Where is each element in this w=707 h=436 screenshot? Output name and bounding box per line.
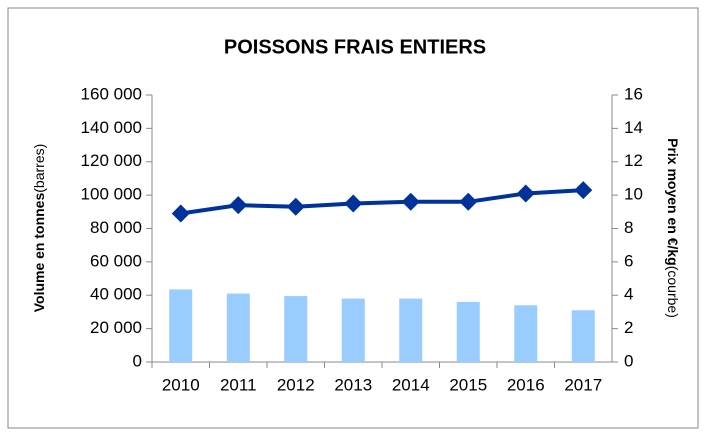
y-tick-label: 0 [133,351,142,370]
bar [226,293,250,362]
x-tick-label: 2017 [564,375,602,394]
x-tick-label: 2011 [220,375,257,394]
y2-tick-label: 4 [624,285,633,304]
line-marker [286,197,305,216]
line-marker [459,192,478,211]
bar [514,305,538,362]
y2-tick-label: 10 [624,185,643,204]
y2-axis-label-note: (courbe) [665,266,681,318]
x-tick-label: 2013 [334,375,372,394]
y2-axis-label: Prix moyen en €/kg(courbe) [665,138,681,318]
line-marker [229,196,248,215]
line-marker [171,204,190,223]
bar [169,289,193,362]
x-tick-label: 2015 [449,375,487,394]
bar [284,296,308,362]
y2-tick-label: 8 [624,218,633,237]
bar [341,298,365,362]
bar [456,301,480,362]
y-tick-label: 60 000 [90,251,142,270]
y-tick-label: 80 000 [90,218,142,237]
y-tick-label: 20 000 [90,318,142,337]
line-marker [516,184,535,203]
y2-tick-label: 12 [624,151,643,170]
y2-tick-label: 14 [624,118,643,137]
y-tick-label: 40 000 [90,285,142,304]
y-axis-label-note: (barres) [31,144,47,193]
x-tick-label: 2014 [392,375,430,394]
y2-tick-label: 16 [624,84,643,103]
y-tick-label: 120 000 [81,151,142,170]
y-tick-label: 160 000 [81,84,142,103]
line [180,188,584,216]
y2-tick-label: 6 [624,251,633,270]
bar [571,310,595,362]
y2-tick-label: 2 [624,318,633,337]
bar [399,298,423,362]
x-tick-label: 2016 [507,375,545,394]
y2-tick-label: 0 [624,351,633,370]
y-tick-label: 140 000 [81,118,142,137]
x-tick-label: 2012 [277,375,315,394]
chart-title: POISSONS FRAIS ENTIERS [224,36,486,58]
y2-axis-label-main: Prix moyen en €/kg [665,138,681,266]
line-marker [401,192,420,211]
line-marker [574,181,593,200]
y-axis-label: Volume en tonnes(barres) [31,144,47,313]
y-tick-label: 100 000 [81,185,142,204]
line-marker [344,194,363,213]
x-tick-label: 2010 [162,375,200,394]
y-axis-label-main: Volume en tonnes [31,193,47,313]
